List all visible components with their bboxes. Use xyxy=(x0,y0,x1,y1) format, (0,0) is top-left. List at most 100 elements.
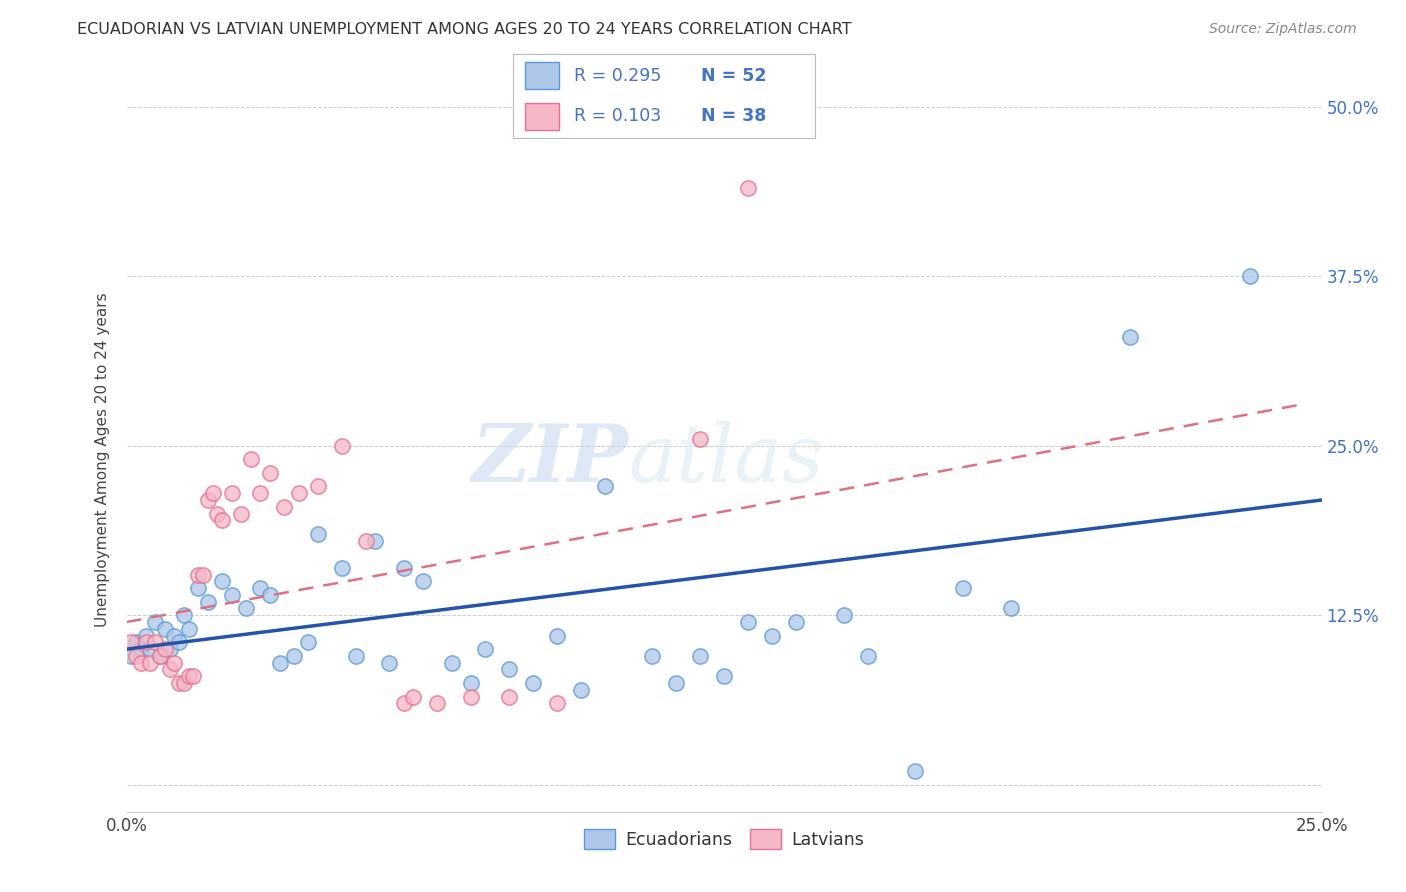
Point xyxy=(269,656,291,670)
Point xyxy=(173,608,195,623)
Point xyxy=(426,696,449,710)
Point xyxy=(139,656,162,670)
Point xyxy=(392,696,415,710)
Point xyxy=(412,574,434,589)
Point xyxy=(713,669,735,683)
Point xyxy=(460,690,482,704)
Point xyxy=(761,628,783,642)
Point xyxy=(153,622,176,636)
Point xyxy=(546,628,568,642)
Point xyxy=(364,533,387,548)
Point xyxy=(191,567,214,582)
FancyBboxPatch shape xyxy=(526,62,558,89)
Point xyxy=(737,181,759,195)
Point xyxy=(1119,330,1142,344)
Point xyxy=(307,479,329,493)
Point xyxy=(546,696,568,710)
Point xyxy=(167,635,190,649)
Point xyxy=(201,486,224,500)
Point xyxy=(1239,269,1261,284)
Text: ECUADORIAN VS LATVIAN UNEMPLOYMENT AMONG AGES 20 TO 24 YEARS CORRELATION CHART: ECUADORIAN VS LATVIAN UNEMPLOYMENT AMONG… xyxy=(77,22,852,37)
Point xyxy=(1000,601,1022,615)
Point xyxy=(125,648,148,663)
Point xyxy=(498,690,520,704)
FancyBboxPatch shape xyxy=(526,103,558,130)
Point xyxy=(440,656,463,670)
Text: N = 52: N = 52 xyxy=(700,67,766,85)
Point xyxy=(689,648,711,663)
Point xyxy=(249,581,271,595)
Point xyxy=(283,648,305,663)
Point xyxy=(177,622,200,636)
Point xyxy=(569,682,592,697)
Point xyxy=(904,764,927,778)
Point xyxy=(211,574,233,589)
Point xyxy=(173,676,195,690)
Point xyxy=(231,507,253,521)
Point xyxy=(221,486,243,500)
Point xyxy=(177,669,200,683)
Point xyxy=(187,567,209,582)
Point xyxy=(239,452,262,467)
Point xyxy=(143,615,166,629)
Y-axis label: Unemployment Among Ages 20 to 24 years: Unemployment Among Ages 20 to 24 years xyxy=(94,292,110,627)
Point xyxy=(737,615,759,629)
Point xyxy=(665,676,688,690)
Point xyxy=(135,628,157,642)
Point xyxy=(235,601,257,615)
Point xyxy=(139,642,162,657)
Point xyxy=(952,581,974,595)
Point xyxy=(125,635,148,649)
Point xyxy=(197,493,219,508)
Point xyxy=(211,513,233,527)
Point xyxy=(143,635,166,649)
Point xyxy=(167,676,190,690)
Point xyxy=(159,662,181,676)
Point xyxy=(354,533,377,548)
Point xyxy=(153,642,176,657)
Point xyxy=(149,648,172,663)
Point xyxy=(163,628,186,642)
Point xyxy=(120,635,142,649)
Point xyxy=(402,690,425,704)
Text: ZIP: ZIP xyxy=(471,421,628,498)
Point xyxy=(856,648,879,663)
Text: R = 0.295: R = 0.295 xyxy=(574,67,661,85)
Point xyxy=(832,608,855,623)
Point xyxy=(297,635,319,649)
Text: R = 0.103: R = 0.103 xyxy=(574,107,661,125)
Point xyxy=(187,581,209,595)
Point xyxy=(135,635,157,649)
Point xyxy=(120,648,142,663)
Point xyxy=(474,642,496,657)
Point xyxy=(221,588,243,602)
Legend: Ecuadorians, Latvians: Ecuadorians, Latvians xyxy=(576,822,872,856)
Text: N = 38: N = 38 xyxy=(700,107,766,125)
Point xyxy=(287,486,309,500)
Point xyxy=(183,669,205,683)
Point xyxy=(593,479,616,493)
Point xyxy=(641,648,664,663)
Point xyxy=(785,615,807,629)
Point xyxy=(159,642,181,657)
Point xyxy=(344,648,367,663)
Point xyxy=(392,561,415,575)
Point xyxy=(522,676,544,690)
Point xyxy=(498,662,520,676)
Point xyxy=(129,642,152,657)
Point xyxy=(129,656,152,670)
Point xyxy=(207,507,229,521)
Text: Source: ZipAtlas.com: Source: ZipAtlas.com xyxy=(1209,22,1357,37)
Point xyxy=(249,486,271,500)
Point xyxy=(163,656,186,670)
Point xyxy=(259,466,281,480)
Point xyxy=(460,676,482,690)
Point xyxy=(259,588,281,602)
Point xyxy=(197,595,219,609)
Point xyxy=(689,432,711,446)
Text: atlas: atlas xyxy=(628,421,824,498)
Point xyxy=(378,656,401,670)
Point xyxy=(330,561,353,575)
Point xyxy=(307,527,329,541)
Point xyxy=(149,648,172,663)
